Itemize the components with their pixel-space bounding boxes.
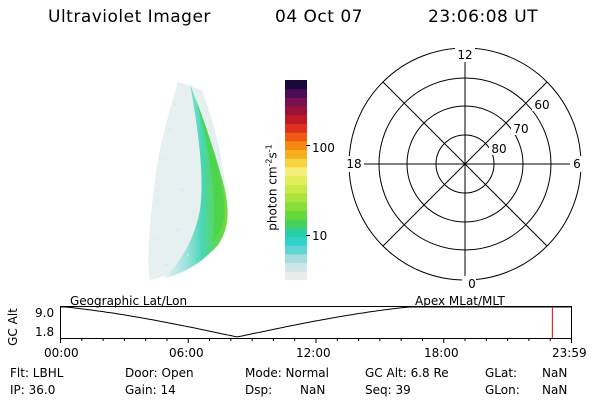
- altitude-plot: [60, 306, 572, 343]
- colorbar-segment: [285, 114, 307, 124]
- alt-ylabel: GC Alt: [5, 308, 20, 346]
- info-glat-label: GLat:: [485, 366, 518, 380]
- apex-label: Apex MLat/MLT: [415, 294, 505, 308]
- colorbar-segment: [285, 166, 307, 177]
- polar-line-diag2: [382, 81, 548, 247]
- colorbar-segment: [285, 175, 307, 185]
- time-tick-2359: 23:59: [552, 346, 587, 360]
- mlt-label-18: 18: [346, 157, 361, 171]
- colorbar-label-s: s: [265, 152, 280, 159]
- colorbar-label-exp2: -1: [264, 144, 274, 153]
- colorbar-segment: [285, 253, 307, 264]
- colorbar: [285, 80, 307, 280]
- colorbar-segment: [285, 140, 307, 151]
- colorbar-segment: [285, 149, 307, 159]
- alt-frame: [60, 306, 572, 339]
- colorbar-segment: [285, 227, 307, 238]
- aurora-core: [196, 100, 225, 242]
- colorbar-segment: [285, 88, 307, 98]
- colorbar-tick-10: 10: [312, 229, 328, 243]
- info-gcalt: GC Alt: 6.8 Re: [365, 366, 449, 380]
- info-dsp-label: Dsp:: [245, 383, 273, 397]
- geographic-label: Geographic Lat/Lon: [70, 294, 188, 308]
- aurora-arc: [164, 84, 228, 278]
- colorbar-segment: [285, 184, 307, 194]
- info-dsp-value: NaN: [300, 383, 326, 397]
- auroral-image: [148, 82, 228, 280]
- colorbar-segment: [285, 97, 307, 107]
- colorbar-segment: [285, 158, 307, 168]
- colorbar-segment: [285, 132, 307, 142]
- colorbar-tick-mark-100: [306, 145, 310, 146]
- info-door: Door: Open: [125, 366, 194, 380]
- colorbar-label-text: photon cm: [265, 166, 280, 231]
- time-label: 23:06:08 UT: [428, 7, 539, 27]
- info-mode: Mode: Normal: [245, 366, 329, 380]
- lat-label-60: 60: [534, 98, 549, 112]
- alt-ymin-label: 1.8: [35, 325, 55, 339]
- mlt-label-12: 12: [457, 48, 472, 62]
- colorbar-tick-mark-10: [306, 235, 310, 236]
- colorbar-tick-100: 100: [312, 141, 335, 155]
- colorbar-segment: [285, 236, 307, 246]
- info-gain: Gain: 14: [125, 383, 176, 397]
- colorbar-segment: [285, 219, 307, 229]
- altitude-curve: [60, 306, 572, 338]
- colorbar-segment: [285, 210, 307, 220]
- time-tick-1800: 18:00: [424, 346, 459, 360]
- alt-ymax-label: 9.0: [35, 306, 55, 320]
- colorbar-segment: [285, 123, 307, 133]
- time-tick-0000: 00:00: [44, 346, 79, 360]
- time-tick-0600: 06:00: [169, 346, 204, 360]
- colorbar-segment: [285, 80, 307, 90]
- instrument-title: Ultraviolet Imager: [48, 7, 211, 27]
- lat-label-70: 70: [513, 122, 528, 136]
- mlt-label-0: 0: [468, 277, 476, 290]
- info-glat-value: NaN: [542, 366, 568, 380]
- info-glon-value: NaN: [542, 383, 568, 397]
- info-glon-label: GLon:: [485, 383, 520, 397]
- info-flt: Flt: LBHL: [10, 366, 64, 380]
- lat-label-80: 80: [491, 142, 506, 156]
- colorbar-label-exp1: -2: [264, 158, 274, 167]
- info-ip: IP: 36.0: [10, 383, 56, 397]
- colorbar-segment: [285, 106, 307, 116]
- colorbar-segment: [285, 271, 307, 280]
- mlt-label-6: 6: [573, 157, 581, 171]
- time-tick-1200: 12:00: [296, 346, 331, 360]
- colorbar-segment: [285, 193, 307, 203]
- colorbar-label: photon cm-2s-1: [265, 128, 280, 248]
- date-label: 04 Oct 07: [275, 7, 363, 27]
- colorbar-segment: [285, 245, 307, 255]
- polar-grid: 12 18 6 0 60 70 80: [338, 48, 584, 290]
- colorbar-segment: [285, 262, 307, 272]
- colorbar-segment: [285, 201, 307, 211]
- info-seq: Seq: 39: [365, 383, 411, 397]
